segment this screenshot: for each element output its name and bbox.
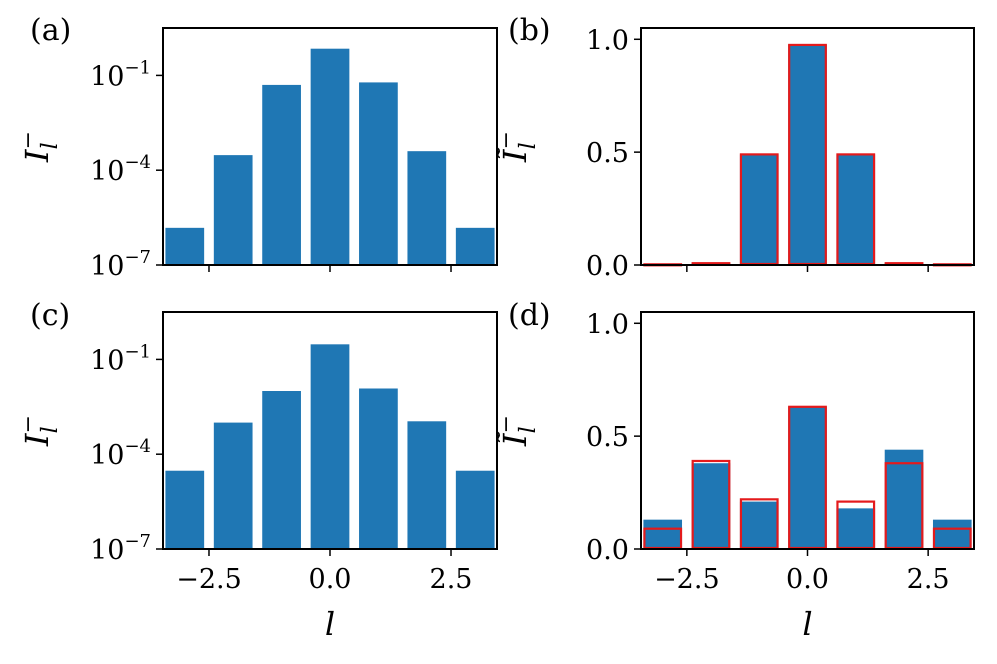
panel-a-bars bbox=[165, 48, 495, 266]
panel-a-bar bbox=[407, 151, 447, 265]
panel-d-bar bbox=[691, 463, 731, 549]
panel-a-bar bbox=[262, 84, 301, 266]
panel-c-y-label: Il− bbox=[16, 415, 63, 447]
panel-c-x-tick-label: 0.0 bbox=[309, 564, 352, 595]
panel-d-y-tick-label: 0.5 bbox=[586, 422, 629, 453]
panel-a-x-ticks bbox=[208, 265, 452, 272]
panel-b-x-ticks bbox=[686, 265, 929, 272]
panel-a-bar bbox=[359, 82, 398, 265]
panel-label-b: (b) bbox=[508, 13, 551, 48]
panel-c-y-tick-label: 10−7 bbox=[90, 531, 151, 566]
panel-b-y-tick-label: 0.0 bbox=[586, 251, 629, 282]
panel-d-x-tick-label: −2.5 bbox=[654, 564, 720, 595]
panel-a-y-tick-label: 10−7 bbox=[90, 247, 151, 282]
panel-b-y-tick-label: 1.0 bbox=[586, 25, 629, 56]
panel-a-bar bbox=[310, 48, 350, 265]
panel-d-bar bbox=[884, 449, 924, 549]
panel-d-y-tick-label: 1.0 bbox=[586, 309, 629, 340]
panel-label-d: (d) bbox=[508, 298, 551, 333]
panel-c: (c) 10−1 10−4 10−7 −2.5 0.0 2.5 Il− l bbox=[16, 298, 498, 643]
panel-b-bar bbox=[836, 154, 876, 265]
panel-label-a: (a) bbox=[30, 13, 71, 48]
panel-b-bars bbox=[643, 44, 972, 265]
panel-b-y-label: Ĩl− bbox=[494, 131, 541, 163]
panel-a-y-tick-label: 10−1 bbox=[90, 57, 151, 92]
panel-a-bar bbox=[213, 155, 253, 265]
panel-c-x-label: l bbox=[325, 605, 335, 643]
panel-a-y-ticks: 10−1 10−4 10−7 bbox=[90, 57, 163, 282]
panel-b: (b) 0.0 0.5 1.0 Ĩl− bbox=[494, 13, 975, 282]
panel-d-bar bbox=[643, 519, 683, 549]
panel-d-bar bbox=[932, 519, 972, 549]
panel-a-bar bbox=[455, 227, 495, 265]
panel-d-x-tick-label: 0.0 bbox=[786, 564, 829, 595]
panel-d-bar bbox=[739, 501, 779, 549]
panel-c-bar bbox=[455, 470, 495, 549]
panel-d-y-ticks: 0.0 0.5 1.0 bbox=[586, 309, 641, 566]
panel-b-bar bbox=[788, 44, 827, 265]
panel-d-bar bbox=[836, 508, 876, 549]
panel-a: (a) 10−1 10−4 10−7 Il− bbox=[16, 13, 498, 282]
panel-c-x-ticks: −2.5 0.0 2.5 bbox=[176, 549, 472, 595]
panel-d: (d) 0.0 0.5 1.0 −2.5 0.0 2.5 Ĩl− l bbox=[494, 298, 975, 643]
panel-a-bar bbox=[165, 227, 205, 265]
panel-c-bars bbox=[165, 344, 495, 549]
panel-c-bar bbox=[262, 391, 301, 549]
panel-c-bar bbox=[165, 470, 205, 549]
panel-label-c: (c) bbox=[30, 298, 70, 333]
panel-a-y-tick-label: 10−4 bbox=[90, 152, 151, 187]
panel-d-bar bbox=[788, 406, 827, 549]
panel-d-x-label: l bbox=[802, 605, 812, 643]
panel-d-x-tick-label: 2.5 bbox=[907, 564, 950, 595]
panel-d-bars bbox=[643, 406, 972, 549]
panel-c-bar bbox=[213, 422, 253, 549]
panel-c-y-tick-label: 10−1 bbox=[90, 341, 151, 376]
panel-c-bar bbox=[359, 388, 398, 549]
panel-c-y-ticks: 10−1 10−4 10−7 bbox=[90, 341, 163, 566]
panel-d-x-ticks: −2.5 0.0 2.5 bbox=[654, 549, 950, 595]
panel-d-y-label: Ĩl− bbox=[494, 415, 541, 447]
panel-b-y-ticks: 0.0 0.5 1.0 bbox=[586, 25, 641, 282]
panel-c-bar bbox=[310, 344, 350, 549]
panel-c-x-tick-label: 2.5 bbox=[430, 564, 473, 595]
panel-a-y-label: Il− bbox=[16, 131, 63, 163]
panel-d-y-tick-label: 0.0 bbox=[586, 535, 629, 566]
panel-c-y-tick-label: 10−4 bbox=[90, 436, 151, 471]
panel-c-bar bbox=[407, 421, 447, 549]
panel-c-x-tick-label: −2.5 bbox=[176, 564, 242, 595]
panel-b-y-tick-label: 0.5 bbox=[586, 138, 629, 169]
panel-b-bar bbox=[739, 154, 779, 265]
